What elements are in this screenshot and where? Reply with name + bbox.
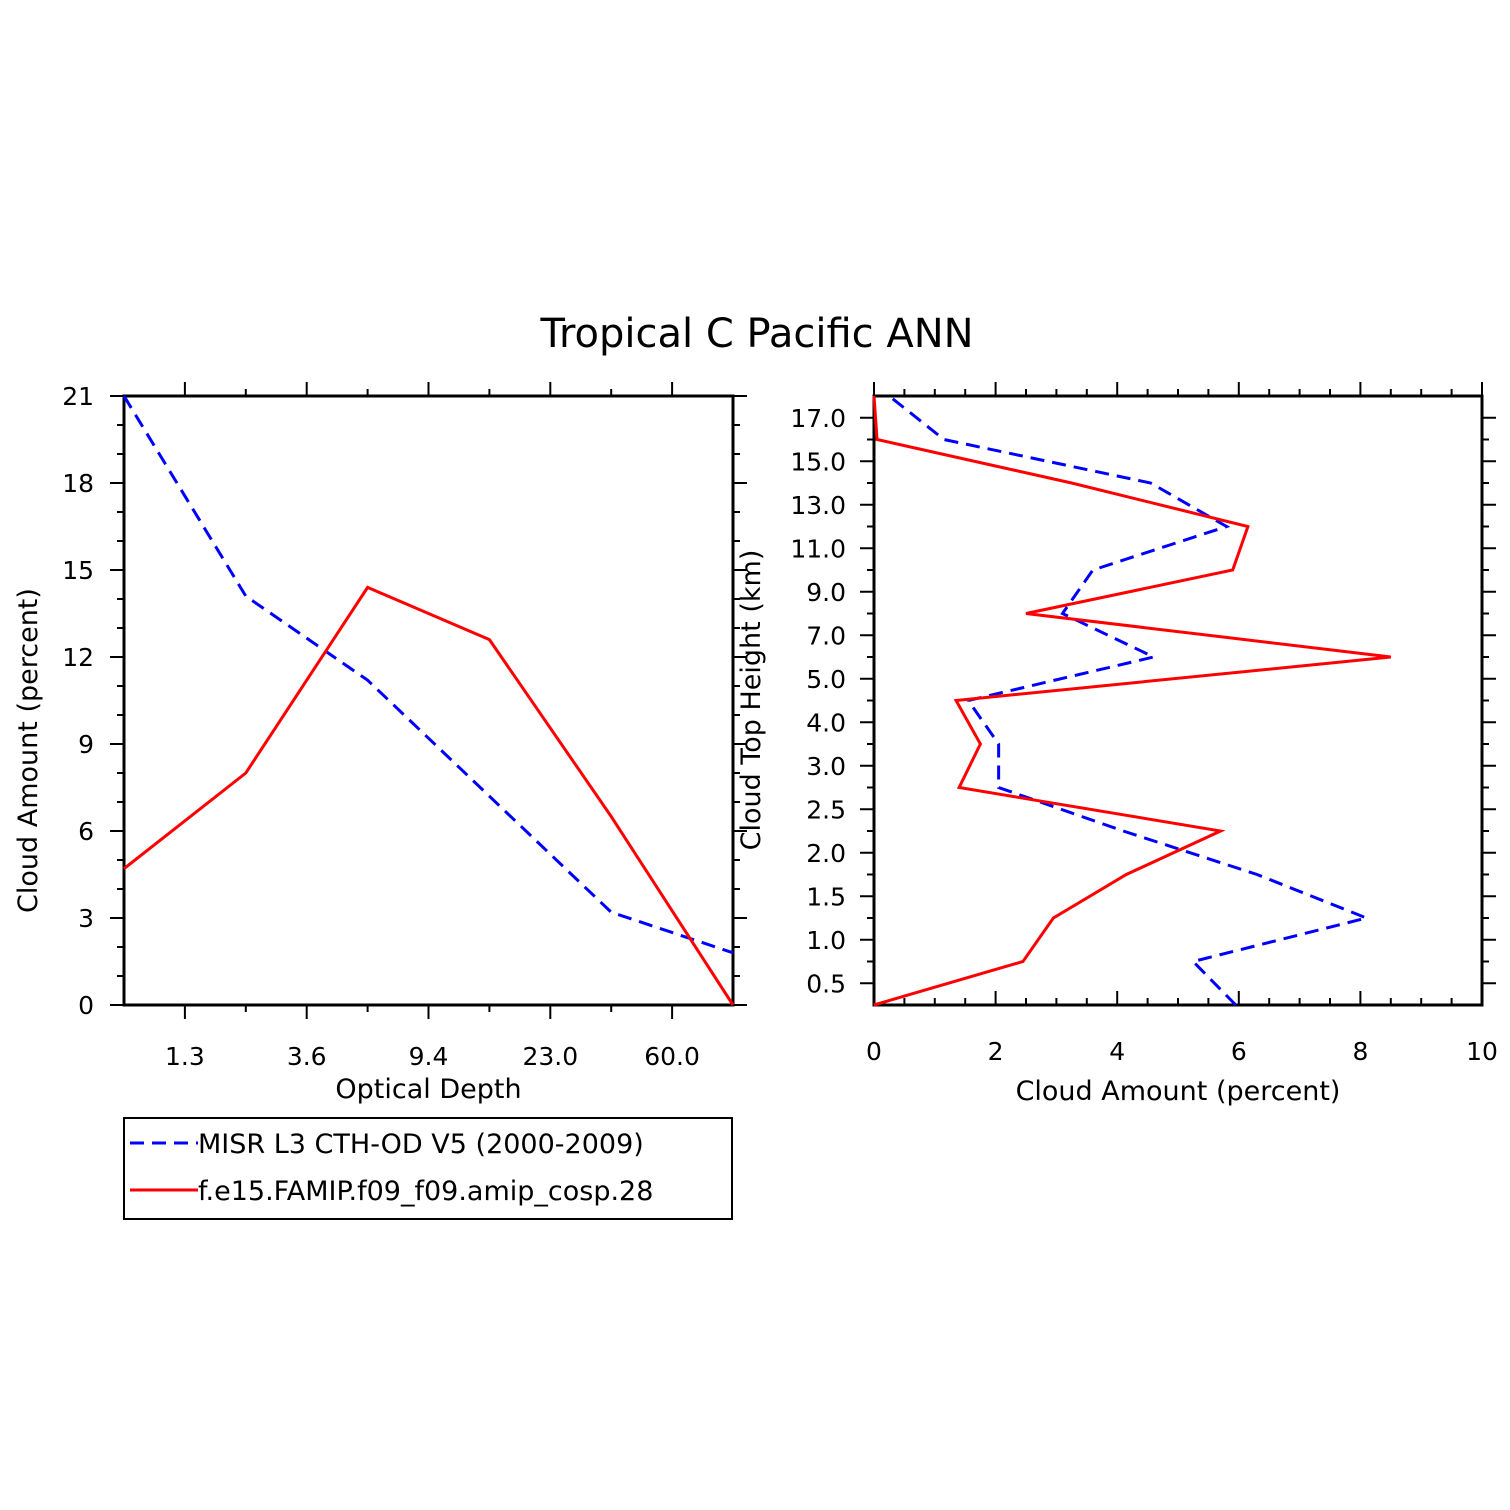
right-plot: 0 2 4 6 8 10 0.5 1.0 1.5 2.0 2.5 3.0 4.0 5.0 7.0 9.0 11.… (736, 382, 1498, 1107)
legend-box (123, 1117, 733, 1220)
left-y-axis-label: Cloud Amount (percent) (13, 588, 44, 913)
right-x-axis-label: Cloud Amount (percent) (1016, 1076, 1341, 1107)
legend-label-misr: MISR L3 CTH-OD V5 (2000-2009) (198, 1129, 644, 1160)
left-plot: 1.3 3.6 9.4 23.0 60.0 0 3 6 9 12 15 18 21 Optical Dep… (13, 382, 747, 1105)
left-y-tick-label: 18 (62, 469, 94, 498)
right-y-tick-label: 4.0 (806, 708, 846, 737)
right-x-tick-label: 0 (866, 1037, 882, 1066)
right-y-tick-label: 3.0 (806, 752, 846, 781)
left-x-tick-label: 3.6 (287, 1042, 327, 1071)
right-y-tick-label: 13.0 (790, 491, 846, 520)
right-y-tick-label: 1.5 (806, 882, 846, 911)
right-series-model-line (872, 395, 1391, 1007)
right-y-tick-label: 5.0 (806, 665, 846, 694)
left-y-tick-label: 9 (78, 730, 94, 759)
right-y-tick-label: 17.0 (790, 404, 846, 433)
right-x-tick-label: 4 (1109, 1037, 1125, 1066)
right-x-tick-label: 2 (988, 1037, 1004, 1066)
left-x-tick-label: 60.0 (644, 1042, 700, 1071)
right-y-tick-label: 2.5 (806, 795, 846, 824)
right-x-tick-label: 8 (1352, 1037, 1368, 1066)
left-series-model-line (123, 585, 735, 1006)
right-y-tick-label: 9.0 (806, 578, 846, 607)
legend: MISR L3 CTH-OD V5 (2000-2009) f.e15.FAMI… (123, 1117, 733, 1220)
left-y-tick-label: 0 (78, 991, 94, 1020)
right-x-tick-label: 10 (1466, 1037, 1498, 1066)
left-x-axis-label: Optical Depth (335, 1074, 521, 1105)
right-y-tick-label: 1.0 (806, 926, 846, 955)
left-x-tick-label: 1.3 (165, 1042, 205, 1071)
left-series-misr-line (122, 395, 734, 955)
left-y-tick-label: 12 (62, 643, 94, 672)
right-x-tick-label: 6 (1231, 1037, 1247, 1066)
right-y-tick-label: 11.0 (790, 534, 846, 563)
left-y-tick-label: 21 (62, 382, 94, 411)
right-y-tick-label: 15.0 (790, 447, 846, 476)
right-y-tick-label: 7.0 (806, 621, 846, 650)
chart-title: Tropical C Pacific ANN (539, 311, 973, 357)
left-plot-frame (122, 394, 735, 1007)
right-y-axis-label: Cloud Top Height (km) (736, 550, 767, 851)
left-y-tick-label: 15 (62, 556, 94, 585)
legend-label-model: f.e15.FAMIP.f09_f09.amip_cosp.28 (198, 1176, 653, 1207)
right-y-tick-label: 2.0 (806, 839, 846, 868)
left-y-tick-label: 6 (78, 817, 94, 846)
left-x-tick-label: 9.4 (409, 1042, 449, 1071)
right-y-tick-label: 0.5 (806, 969, 846, 998)
left-x-tick-label: 23.0 (522, 1042, 578, 1071)
left-y-tick-label: 3 (78, 904, 94, 933)
